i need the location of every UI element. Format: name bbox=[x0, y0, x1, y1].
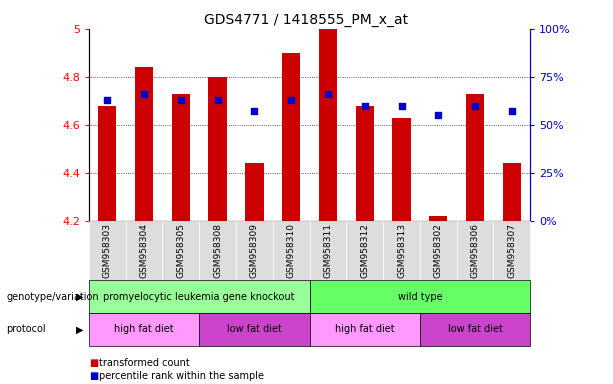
Text: wild type: wild type bbox=[398, 291, 442, 302]
Text: ■: ■ bbox=[89, 371, 98, 381]
Text: ▶: ▶ bbox=[76, 291, 83, 302]
Text: GSM958307: GSM958307 bbox=[508, 223, 516, 278]
Text: ■: ■ bbox=[89, 358, 98, 368]
Text: percentile rank within the sample: percentile rank within the sample bbox=[99, 371, 264, 381]
Text: high fat diet: high fat diet bbox=[114, 324, 174, 334]
Text: GSM958306: GSM958306 bbox=[471, 223, 479, 278]
Text: GSM958310: GSM958310 bbox=[287, 223, 295, 278]
Bar bbox=[135, 67, 153, 221]
Point bbox=[249, 108, 259, 114]
Point bbox=[507, 108, 517, 114]
Point bbox=[360, 103, 370, 109]
Text: GSM958305: GSM958305 bbox=[177, 223, 185, 278]
Bar bbox=[319, 29, 337, 221]
Text: GSM958309: GSM958309 bbox=[250, 223, 259, 278]
Bar bbox=[282, 53, 300, 221]
Text: transformed count: transformed count bbox=[99, 358, 190, 368]
Text: protocol: protocol bbox=[6, 324, 46, 334]
Text: high fat diet: high fat diet bbox=[335, 324, 395, 334]
Bar bbox=[208, 77, 227, 221]
Point bbox=[397, 103, 406, 109]
Text: GSM958303: GSM958303 bbox=[103, 223, 112, 278]
Text: ▶: ▶ bbox=[76, 324, 83, 334]
Bar bbox=[356, 106, 374, 221]
Bar bbox=[172, 94, 190, 221]
Text: low fat diet: low fat diet bbox=[227, 324, 282, 334]
Text: GSM958304: GSM958304 bbox=[140, 223, 148, 278]
Bar bbox=[392, 118, 411, 221]
Bar bbox=[503, 163, 521, 221]
Point bbox=[213, 97, 223, 103]
Text: GSM958308: GSM958308 bbox=[213, 223, 222, 278]
Point bbox=[433, 112, 443, 118]
Text: GSM958311: GSM958311 bbox=[324, 223, 332, 278]
Text: GSM958312: GSM958312 bbox=[360, 223, 369, 278]
Point bbox=[176, 97, 186, 103]
Bar bbox=[98, 106, 116, 221]
Text: GSM958313: GSM958313 bbox=[397, 223, 406, 278]
Text: genotype/variation: genotype/variation bbox=[6, 291, 99, 302]
Point bbox=[139, 91, 149, 97]
Text: GDS4771 / 1418555_PM_x_at: GDS4771 / 1418555_PM_x_at bbox=[205, 13, 408, 27]
Bar bbox=[245, 163, 264, 221]
Bar bbox=[466, 94, 484, 221]
Point bbox=[102, 97, 112, 103]
Point bbox=[323, 91, 333, 97]
Text: low fat diet: low fat diet bbox=[447, 324, 503, 334]
Point bbox=[286, 97, 296, 103]
Point bbox=[470, 103, 480, 109]
Text: promyelocytic leukemia gene knockout: promyelocytic leukemia gene knockout bbox=[104, 291, 295, 302]
Bar bbox=[429, 216, 447, 221]
Text: GSM958302: GSM958302 bbox=[434, 223, 443, 278]
